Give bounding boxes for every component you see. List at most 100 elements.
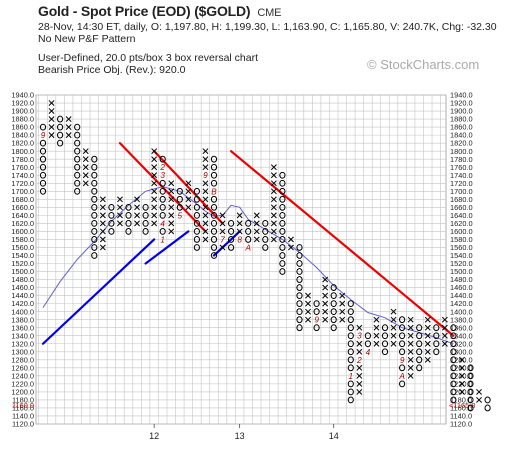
month-marker: A [398, 372, 405, 381]
y-tick-label-left: 1200.0 [11, 388, 34, 397]
o-mark [108, 219, 115, 227]
y-tick-label-right: 1320.0 [450, 339, 473, 348]
o-mark [450, 388, 457, 396]
x-mark [48, 100, 55, 106]
x-mark [202, 220, 209, 227]
o-mark [74, 131, 81, 139]
o-mark [330, 284, 337, 291]
y-tick-label-left: 1260.0 [11, 363, 34, 372]
y-tick-label-left: 1800.0 [11, 147, 34, 156]
x-mark [407, 364, 414, 371]
x-mark [458, 380, 465, 387]
o-mark [193, 187, 200, 195]
y-tick-label-right: 1760.0 [450, 163, 473, 172]
x-column: 8 [236, 212, 243, 244]
o-column [57, 115, 64, 147]
y-tick-label-right: 1520.0 [450, 259, 473, 268]
x-mark [202, 228, 209, 235]
o-mark [91, 155, 98, 163]
y-tick-label-left: 1700.0 [11, 187, 34, 196]
x-mark [151, 188, 158, 195]
x-mark [65, 116, 72, 123]
o-mark [467, 404, 474, 412]
x-mark [219, 228, 226, 235]
o-mark [279, 179, 286, 187]
o-mark [39, 155, 47, 163]
y-tick-label-left: 1520.0 [11, 259, 34, 268]
o-mark [210, 219, 218, 227]
o-mark [193, 203, 200, 211]
x-column [287, 236, 294, 251]
o-mark [347, 340, 354, 348]
x-column [270, 164, 277, 243]
o-column [433, 324, 440, 356]
x-mark [441, 316, 448, 323]
o-mark [74, 123, 81, 131]
gridlines [36, 94, 446, 425]
x-mark [253, 236, 260, 243]
y-tick-label-right: 1300.0 [450, 347, 473, 356]
o-mark [39, 147, 47, 155]
x-column [168, 180, 175, 235]
x-mark [151, 164, 158, 171]
month-marker: 5 [178, 211, 183, 220]
o-mark [74, 139, 81, 147]
x-mark [65, 132, 72, 139]
x-mark [236, 228, 243, 235]
o-mark [39, 163, 47, 171]
x-column [476, 388, 483, 403]
x-mark [151, 148, 158, 155]
o-mark [159, 179, 166, 187]
o-mark [193, 236, 200, 243]
x-mark [236, 220, 243, 227]
x-mark [168, 220, 175, 227]
x-mark [236, 212, 243, 219]
x-mark [373, 316, 380, 323]
o-column [125, 203, 132, 235]
o-mark [347, 364, 354, 372]
x-mark [185, 196, 192, 203]
y-tick-label-right: 1680.0 [450, 195, 473, 204]
x-mark [202, 156, 209, 163]
o-mark [91, 163, 98, 171]
x-mark [390, 340, 397, 347]
y-tick-label-right: 1120.0 [450, 420, 472, 429]
o-mark [450, 340, 457, 348]
o-mark [279, 211, 286, 219]
o-mark [228, 219, 235, 227]
o-mark [296, 300, 303, 308]
x-mark [168, 228, 175, 235]
o-mark [381, 332, 389, 340]
x-mark [356, 372, 363, 379]
o-mark [57, 131, 64, 139]
x-tick-label: 13 [235, 431, 245, 441]
y-tick-label-left: 1540.0 [11, 251, 34, 260]
y-tick-label-right: 1840.0 [450, 131, 473, 140]
o-mark [416, 340, 423, 348]
month-marker: 7 [220, 235, 225, 244]
y-tick-label-left: 1120.0 [12, 420, 34, 429]
o-mark [330, 300, 337, 308]
o-mark [484, 396, 491, 404]
o-mark [245, 228, 252, 235]
o-mark [433, 324, 440, 332]
x-mark [270, 196, 277, 203]
resistance-trendline [153, 150, 224, 225]
o-mark [210, 244, 218, 251]
x-mark [322, 308, 329, 315]
o-mark [125, 203, 132, 211]
o-mark [176, 187, 183, 195]
y-tick-label-left: 1340.0 [11, 331, 34, 340]
x-mark [339, 292, 346, 299]
o-column [330, 284, 337, 332]
y-tick-label-left: 1440.0 [11, 291, 34, 300]
x-mark [424, 340, 431, 347]
month-marker: 1 [160, 235, 165, 244]
x-mark [151, 180, 158, 187]
x-mark [134, 212, 141, 219]
x-mark [407, 372, 414, 379]
x-mark [287, 244, 294, 251]
o-mark [91, 244, 98, 251]
symbol-title: Gold - Spot Price (EOD) ($GOLD) [38, 3, 251, 19]
